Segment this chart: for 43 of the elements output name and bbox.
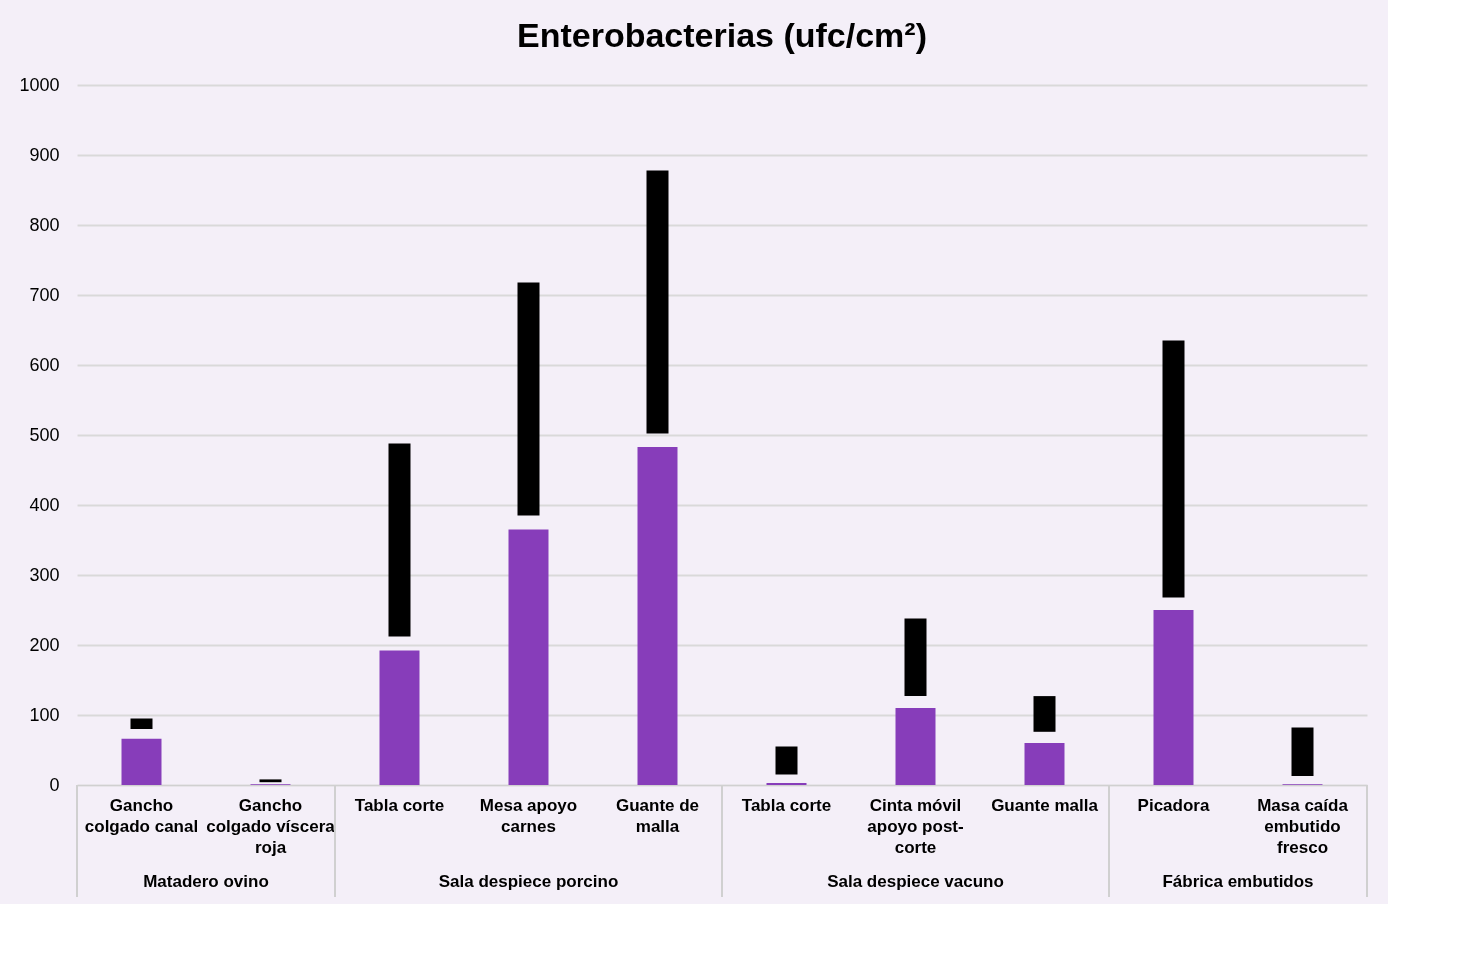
- category-label: carnes: [501, 816, 556, 836]
- category-label: malla: [635, 816, 680, 836]
- category-label: Guante malla: [991, 795, 1098, 815]
- category-label: Guante de: [615, 795, 700, 815]
- category-label: Tabla corte: [354, 795, 445, 815]
- y-tick-label: 500: [29, 424, 60, 445]
- y-tick-label: 400: [29, 494, 60, 515]
- category-label: colgado víscera: [206, 816, 335, 836]
- bar: [1153, 610, 1194, 785]
- y-tick-label: 600: [29, 354, 60, 375]
- category-label: Gancho: [238, 795, 303, 815]
- text: Matadero ovino: [143, 872, 269, 891]
- bar: [379, 650, 420, 785]
- category-label: Gancho: [109, 795, 174, 815]
- bar: [121, 738, 162, 785]
- text: Fábrica embutidos: [1162, 872, 1314, 891]
- text: Sala despiece porcino: [438, 872, 619, 891]
- y-tick-label: 700: [29, 284, 60, 305]
- y-tick-label: 300: [29, 564, 60, 585]
- bar: [1024, 743, 1065, 785]
- y-tick-label: 100: [29, 704, 60, 725]
- category-label: embutido: [1264, 816, 1341, 836]
- chart-title: Enterobacterias (ufc/cm²): [517, 16, 927, 54]
- category-label: roja: [254, 837, 287, 857]
- category-label: Tabla corte: [741, 795, 832, 815]
- bar: [766, 782, 807, 785]
- category-label: corte: [894, 837, 937, 857]
- category-label: Mesa apoyo: [479, 795, 578, 815]
- category-label: Cinta móvil: [869, 795, 962, 815]
- text: Sala despiece vacuno: [827, 872, 1004, 891]
- bar: [895, 708, 936, 785]
- y-tick-label: 200: [29, 634, 60, 655]
- y-tick-label: 900: [29, 144, 60, 165]
- y-tick-label: 800: [29, 214, 60, 235]
- category-label: fresco: [1276, 837, 1329, 857]
- category-label: Picadora: [1137, 795, 1210, 815]
- category-label: Masa caída: [1257, 795, 1348, 815]
- bar: [637, 446, 678, 785]
- category-label: colgado canal: [84, 816, 199, 836]
- y-tick-label: 0: [49, 774, 60, 795]
- category-label: apoyo post-: [867, 816, 964, 836]
- y-tick-label: 1000: [19, 74, 60, 95]
- bar: [508, 529, 549, 785]
